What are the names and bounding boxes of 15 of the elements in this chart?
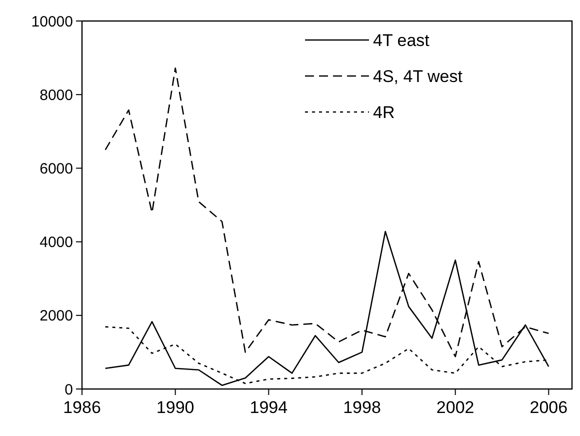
y-tick-label: 10000 <box>31 13 73 30</box>
legend-label: 4R <box>373 102 395 122</box>
y-tick-label: 0 <box>64 381 73 398</box>
x-tick-label: 1994 <box>250 398 288 417</box>
legend-label: 4T east <box>373 30 430 50</box>
y-tick-label: 2000 <box>40 308 73 325</box>
y-tick-label: 8000 <box>40 86 73 104</box>
y-tick-label: 4000 <box>40 234 73 252</box>
x-tick-label: 2006 <box>530 398 568 417</box>
y-tick-label: 6000 <box>40 160 73 178</box>
x-tick-label: 1986 <box>63 398 101 417</box>
x-tick-label: 1998 <box>343 398 381 417</box>
x-tick-label: 1990 <box>156 398 194 417</box>
x-tick-label: 2002 <box>436 398 474 417</box>
legend-label: 4S, 4T west <box>373 66 463 86</box>
